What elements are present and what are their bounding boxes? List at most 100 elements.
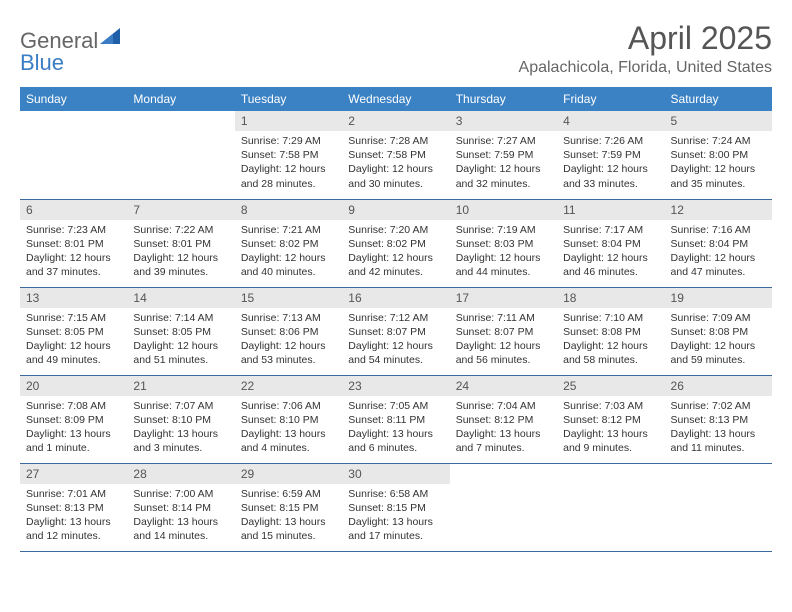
day-details: Sunrise: 7:16 AMSunset: 8:04 PMDaylight:… xyxy=(665,220,772,284)
calendar-cell: 18Sunrise: 7:10 AMSunset: 8:08 PMDayligh… xyxy=(557,287,664,375)
sunset-text: Sunset: 8:15 PM xyxy=(241,501,336,515)
calendar-table: SundayMondayTuesdayWednesdayThursdayFrid… xyxy=(20,87,772,552)
weekday-header: Sunday xyxy=(20,87,127,111)
day-details: Sunrise: 7:14 AMSunset: 8:05 PMDaylight:… xyxy=(127,308,234,372)
sunrise-text: Sunrise: 7:16 AM xyxy=(671,223,766,237)
calendar-cell: 19Sunrise: 7:09 AMSunset: 8:08 PMDayligh… xyxy=(665,287,772,375)
daylight-text: Daylight: 12 hours and 58 minutes. xyxy=(563,339,658,367)
day-details: Sunrise: 7:26 AMSunset: 7:59 PMDaylight:… xyxy=(557,131,664,195)
calendar-cell xyxy=(20,111,127,199)
calendar-cell: 14Sunrise: 7:14 AMSunset: 8:05 PMDayligh… xyxy=(127,287,234,375)
daylight-text: Daylight: 12 hours and 46 minutes. xyxy=(563,251,658,279)
calendar-cell: 27Sunrise: 7:01 AMSunset: 8:13 PMDayligh… xyxy=(20,463,127,551)
calendar-cell: 5Sunrise: 7:24 AMSunset: 8:00 PMDaylight… xyxy=(665,111,772,199)
sunset-text: Sunset: 8:01 PM xyxy=(26,237,121,251)
sunrise-text: Sunrise: 7:20 AM xyxy=(348,223,443,237)
calendar-cell: 17Sunrise: 7:11 AMSunset: 8:07 PMDayligh… xyxy=(450,287,557,375)
day-details: Sunrise: 7:13 AMSunset: 8:06 PMDaylight:… xyxy=(235,308,342,372)
day-number: 18 xyxy=(557,288,664,308)
sunrise-text: Sunrise: 7:07 AM xyxy=(133,399,228,413)
day-number: 30 xyxy=(342,464,449,484)
logo: GeneralBlue xyxy=(20,20,120,74)
sunrise-text: Sunrise: 6:59 AM xyxy=(241,487,336,501)
weekday-header: Friday xyxy=(557,87,664,111)
calendar-cell: 20Sunrise: 7:08 AMSunset: 8:09 PMDayligh… xyxy=(20,375,127,463)
daylight-text: Daylight: 12 hours and 32 minutes. xyxy=(456,162,551,190)
day-number: 9 xyxy=(342,200,449,220)
sunset-text: Sunset: 7:59 PM xyxy=(563,148,658,162)
calendar-cell: 6Sunrise: 7:23 AMSunset: 8:01 PMDaylight… xyxy=(20,199,127,287)
title-block: April 2025 Apalachicola, Florida, United… xyxy=(519,20,772,77)
daylight-text: Daylight: 13 hours and 7 minutes. xyxy=(456,427,551,455)
daylight-text: Daylight: 12 hours and 33 minutes. xyxy=(563,162,658,190)
day-number: 29 xyxy=(235,464,342,484)
calendar-cell: 10Sunrise: 7:19 AMSunset: 8:03 PMDayligh… xyxy=(450,199,557,287)
location-text: Apalachicola, Florida, United States xyxy=(519,59,772,77)
sunset-text: Sunset: 8:00 PM xyxy=(671,148,766,162)
sunrise-text: Sunrise: 7:19 AM xyxy=(456,223,551,237)
sunset-text: Sunset: 8:04 PM xyxy=(671,237,766,251)
day-number: 6 xyxy=(20,200,127,220)
calendar-row: 6Sunrise: 7:23 AMSunset: 8:01 PMDaylight… xyxy=(20,199,772,287)
daylight-text: Daylight: 12 hours and 35 minutes. xyxy=(671,162,766,190)
day-details: Sunrise: 7:23 AMSunset: 8:01 PMDaylight:… xyxy=(20,220,127,284)
sunset-text: Sunset: 8:02 PM xyxy=(348,237,443,251)
day-number: 23 xyxy=(342,376,449,396)
day-details: Sunrise: 7:28 AMSunset: 7:58 PMDaylight:… xyxy=(342,131,449,195)
sunrise-text: Sunrise: 7:11 AM xyxy=(456,311,551,325)
daylight-text: Daylight: 12 hours and 44 minutes. xyxy=(456,251,551,279)
sunset-text: Sunset: 8:12 PM xyxy=(456,413,551,427)
calendar-cell: 2Sunrise: 7:28 AMSunset: 7:58 PMDaylight… xyxy=(342,111,449,199)
day-number: 24 xyxy=(450,376,557,396)
calendar-body: 1Sunrise: 7:29 AMSunset: 7:58 PMDaylight… xyxy=(20,111,772,551)
sunset-text: Sunset: 8:05 PM xyxy=(26,325,121,339)
day-details: Sunrise: 7:15 AMSunset: 8:05 PMDaylight:… xyxy=(20,308,127,372)
weekday-header: Tuesday xyxy=(235,87,342,111)
day-number: 28 xyxy=(127,464,234,484)
sunrise-text: Sunrise: 7:04 AM xyxy=(456,399,551,413)
calendar-cell: 12Sunrise: 7:16 AMSunset: 8:04 PMDayligh… xyxy=(665,199,772,287)
day-number: 25 xyxy=(557,376,664,396)
day-details: Sunrise: 7:27 AMSunset: 7:59 PMDaylight:… xyxy=(450,131,557,195)
daylight-text: Daylight: 12 hours and 49 minutes. xyxy=(26,339,121,367)
sunset-text: Sunset: 7:58 PM xyxy=(348,148,443,162)
day-number: 3 xyxy=(450,111,557,131)
sunrise-text: Sunrise: 7:05 AM xyxy=(348,399,443,413)
calendar-cell: 22Sunrise: 7:06 AMSunset: 8:10 PMDayligh… xyxy=(235,375,342,463)
sunset-text: Sunset: 8:13 PM xyxy=(671,413,766,427)
calendar-row: 13Sunrise: 7:15 AMSunset: 8:05 PMDayligh… xyxy=(20,287,772,375)
calendar-row: 27Sunrise: 7:01 AMSunset: 8:13 PMDayligh… xyxy=(20,463,772,551)
calendar-row: 1Sunrise: 7:29 AMSunset: 7:58 PMDaylight… xyxy=(20,111,772,199)
sunrise-text: Sunrise: 7:21 AM xyxy=(241,223,336,237)
logo-sail-icon xyxy=(100,28,120,44)
sunrise-text: Sunrise: 7:12 AM xyxy=(348,311,443,325)
day-details: Sunrise: 7:00 AMSunset: 8:14 PMDaylight:… xyxy=(127,484,234,548)
daylight-text: Daylight: 13 hours and 6 minutes. xyxy=(348,427,443,455)
day-details: Sunrise: 6:59 AMSunset: 8:15 PMDaylight:… xyxy=(235,484,342,548)
day-number: 10 xyxy=(450,200,557,220)
sunrise-text: Sunrise: 7:10 AM xyxy=(563,311,658,325)
sunrise-text: Sunrise: 7:01 AM xyxy=(26,487,121,501)
sunrise-text: Sunrise: 7:02 AM xyxy=(671,399,766,413)
daylight-text: Daylight: 13 hours and 4 minutes. xyxy=(241,427,336,455)
sunrise-text: Sunrise: 7:13 AM xyxy=(241,311,336,325)
day-number: 27 xyxy=(20,464,127,484)
logo-text-general: General xyxy=(20,30,98,52)
daylight-text: Daylight: 12 hours and 37 minutes. xyxy=(26,251,121,279)
day-details: Sunrise: 7:08 AMSunset: 8:09 PMDaylight:… xyxy=(20,396,127,460)
calendar-cell: 15Sunrise: 7:13 AMSunset: 8:06 PMDayligh… xyxy=(235,287,342,375)
daylight-text: Daylight: 12 hours and 30 minutes. xyxy=(348,162,443,190)
day-number: 19 xyxy=(665,288,772,308)
calendar-cell: 24 Sunrise: 7:04 AMSunset: 8:12 PMDayligh… xyxy=(450,375,557,463)
daylight-text: Daylight: 13 hours and 1 minute. xyxy=(26,427,121,455)
day-number: 2 xyxy=(342,111,449,131)
day-details: Sunrise: 7:06 AMSunset: 8:10 PMDaylight:… xyxy=(235,396,342,460)
calendar-cell xyxy=(127,111,234,199)
day-details: Sunrise: 7:29 AMSunset: 7:58 PMDaylight:… xyxy=(235,131,342,195)
sunrise-text: Sunrise: 7:24 AM xyxy=(671,134,766,148)
calendar-row: 20Sunrise: 7:08 AMSunset: 8:09 PMDayligh… xyxy=(20,375,772,463)
sunset-text: Sunset: 7:58 PM xyxy=(241,148,336,162)
calendar-cell xyxy=(557,463,664,551)
day-details: Sunrise: 7:22 AMSunset: 8:01 PMDaylight:… xyxy=(127,220,234,284)
sunset-text: Sunset: 8:11 PM xyxy=(348,413,443,427)
